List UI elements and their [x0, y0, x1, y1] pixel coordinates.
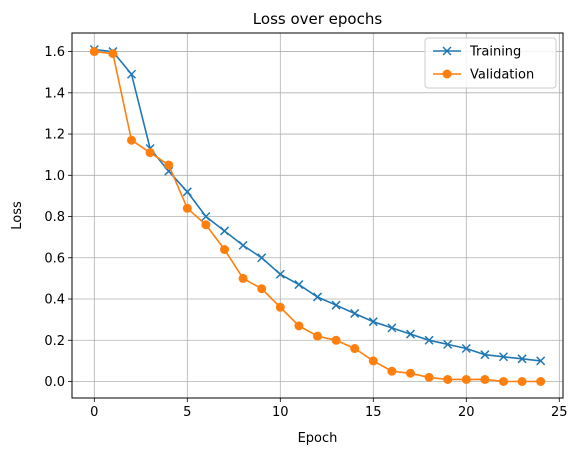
- validation-marker: [442, 69, 452, 79]
- ticks: 0 5 10 15 20 25 0.0 0.2 0.4 0.6 0.8 1.0 1.2 1.4 1.6: [44, 45, 567, 420]
- y-tick-label: 0.0: [44, 375, 65, 390]
- training-marker: [442, 46, 452, 56]
- validation-marker: [517, 377, 527, 387]
- y-tick-label: 0.4: [44, 293, 65, 308]
- validation-marker: [405, 368, 415, 378]
- x-tick-label: 10: [272, 405, 289, 420]
- validation-marker: [350, 344, 360, 354]
- training-marker: [257, 253, 267, 263]
- validation-marker: [108, 49, 118, 59]
- training-marker: [387, 323, 397, 333]
- validation-series: [89, 47, 546, 387]
- validation-marker: [164, 160, 174, 170]
- y-axis-label: Loss: [10, 201, 25, 230]
- training-marker: [126, 69, 137, 79]
- training-marker: [201, 212, 211, 222]
- validation-marker: [313, 331, 322, 341]
- training-marker: [424, 335, 434, 345]
- y-tick-label: 0.6: [44, 251, 65, 266]
- validation-marker: [424, 372, 434, 382]
- validation-marker: [480, 374, 490, 384]
- grid: [72, 33, 563, 398]
- chart-title: Loss over epochs: [253, 10, 383, 28]
- training-series: [89, 44, 546, 366]
- y-tick-label: 0.2: [44, 334, 65, 349]
- training-marker: [331, 300, 341, 310]
- x-axis-label: Epoch: [298, 431, 338, 446]
- validation-marker: [220, 245, 230, 255]
- validation-marker: [201, 220, 211, 230]
- y-tick-label: 0.8: [44, 210, 65, 225]
- training-marker: [312, 292, 323, 302]
- legend-label: Training: [469, 45, 521, 60]
- validation-marker: [387, 366, 397, 376]
- x-tick-label: 25: [551, 405, 568, 420]
- x-tick-label: 15: [365, 405, 382, 420]
- x-tick-label: 5: [183, 405, 191, 420]
- validation-marker: [127, 135, 137, 145]
- training-marker: [368, 317, 378, 327]
- validation-marker: [536, 377, 546, 387]
- validation-marker: [294, 321, 304, 331]
- validation-marker: [89, 47, 99, 57]
- training-marker: [219, 226, 230, 236]
- series-layer: [89, 44, 546, 387]
- training-marker: [443, 339, 453, 349]
- validation-marker: [275, 302, 285, 312]
- legend: Training Validation: [424, 37, 557, 89]
- validation-marker: [498, 377, 508, 387]
- validation-marker: [182, 203, 192, 213]
- y-tick-label: 1.4: [44, 86, 65, 101]
- x-tick-label: 0: [90, 405, 98, 420]
- legend-item-validation: Validation: [433, 68, 534, 83]
- validation-marker: [368, 356, 378, 366]
- validation-marker: [331, 335, 341, 345]
- validation-marker: [145, 148, 155, 158]
- plot-frame: [71, 32, 564, 399]
- training-marker: [405, 329, 416, 339]
- y-tick-label: 1.2: [44, 128, 65, 143]
- legend-label: Validation: [470, 68, 534, 83]
- validation-marker: [257, 284, 267, 294]
- training-marker: [461, 343, 471, 354]
- training-marker: [182, 187, 192, 197]
- training-marker: [517, 354, 527, 364]
- training-marker: [238, 240, 248, 250]
- training-marker: [350, 308, 360, 318]
- validation-marker: [461, 374, 471, 384]
- validation-marker: [443, 374, 453, 384]
- training-marker: [275, 269, 285, 279]
- training-marker: [294, 280, 304, 290]
- training-line: [94, 48, 541, 362]
- training-marker: [498, 352, 509, 362]
- training-marker: [536, 356, 546, 366]
- training-marker: [480, 350, 490, 360]
- y-tick-label: 1.6: [44, 45, 65, 60]
- legend-item-training: Training: [433, 45, 521, 60]
- y-tick-label: 1.0: [44, 169, 65, 184]
- x-tick-label: 20: [458, 405, 475, 420]
- validation-marker: [238, 273, 248, 283]
